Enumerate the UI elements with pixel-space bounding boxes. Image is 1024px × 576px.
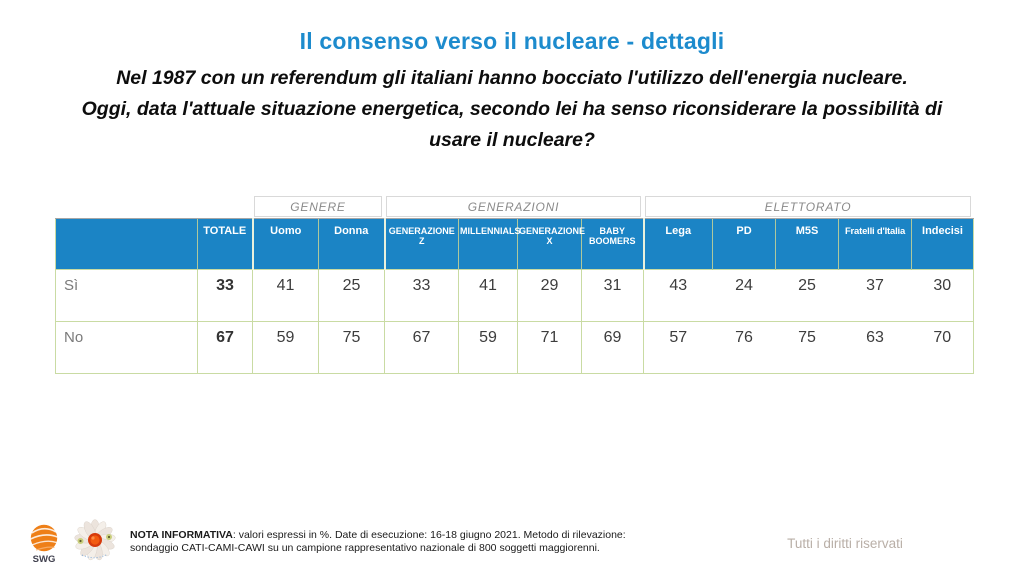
daisy-logo: [74, 519, 116, 561]
data-cell-s-donna: 25: [318, 269, 385, 322]
data-cell-s-generazione-x: 29: [517, 269, 582, 322]
data-cell-s-baby-boomers: 31: [581, 269, 644, 322]
data-cell-no-generazione-x: 71: [517, 321, 582, 374]
data-cell-no-m5s: 75: [775, 321, 839, 374]
column-header-uomo: Uomo: [251, 218, 319, 270]
column-header-pd: PD: [712, 218, 776, 270]
data-cell-no-indecisi: 70: [911, 321, 974, 374]
survey-question-line-2: Oggi, data l'attuale situazione energeti…: [81, 98, 943, 120]
data-cell-no-baby-boomers: 69: [581, 321, 644, 374]
survey-question-line-1: Nel 1987 con un referendum gli italiani …: [116, 67, 908, 89]
data-cell-s-generazione-z: 33: [384, 269, 459, 322]
data-cell-s-millennials: 41: [458, 269, 518, 322]
data-cell-s-uomo: 41: [252, 269, 319, 322]
results-table-container: GENERE GENERAZIONI ELETTORATO TOTALE Uomo Do…: [55, 196, 974, 374]
table-row-s: Sì 33 41 25 33 41 29 31 43 24 25 37 30: [55, 269, 974, 322]
row-label-s: Sì: [55, 269, 198, 322]
table-row-no: No 67 59 75 67 59 71 69 57 76 75 63 70: [55, 321, 974, 374]
data-cell-s-fratelli-d-italia: 37: [838, 269, 912, 322]
group-header-genere: GENERE: [254, 196, 382, 217]
data-cell-no-totale: 67: [197, 321, 253, 374]
data-cell-no-lega: 57: [643, 321, 713, 374]
data-cell-s-indecisi: 30: [911, 269, 974, 322]
data-cell-s-pd: 24: [712, 269, 776, 322]
data-cell-s-m5s: 25: [775, 269, 839, 322]
data-cell-s-totale: 33: [197, 269, 253, 322]
page-title: Il consenso verso il nucleare - dettagli: [299, 28, 725, 54]
column-header-millennials: MILLENNIALS: [458, 218, 521, 270]
column-header-totale: TOTALE: [197, 218, 253, 270]
group-header-generazioni: GENERAZIONI: [386, 196, 641, 217]
data-cell-no-generazione-z: 67: [384, 321, 459, 374]
swg-logo: SWG: [30, 524, 58, 565]
data-cell-no-pd: 76: [712, 321, 776, 374]
group-header-elettorato: ELETTORATO: [645, 196, 971, 217]
column-header-baby-boomers: BABY BOOMERS: [581, 218, 644, 270]
swg-logo-text: SWG: [33, 554, 56, 565]
note-text: : valori espressi in %. Date di esecuzio…: [130, 529, 626, 554]
survey-question: Nel 1987 con un referendum gli italiani …: [0, 63, 1024, 156]
data-cell-s-lega: 43: [643, 269, 713, 322]
column-header-generazione-x: GENERAZIONE X: [517, 218, 585, 270]
row-label-no: No: [55, 321, 198, 374]
data-cell-no-donna: 75: [318, 321, 385, 374]
rights-reserved-text: Tutti i diritti riservati: [787, 536, 903, 551]
group-row-spacer: [55, 196, 252, 218]
column-header-m5s: M5S: [775, 218, 839, 270]
table-header-row: TOTALE Uomo Donna GENERAZIONE Z MILLENNIALS G…: [55, 218, 974, 270]
corner-cell: [55, 218, 198, 270]
results-table: TOTALE Uomo Donna GENERAZIONE Z MILLENNIALS G…: [55, 218, 974, 374]
data-cell-no-millennials: 59: [458, 321, 518, 374]
data-cell-no-uomo: 59: [252, 321, 319, 374]
column-header-fratelli-d-italia: Fratelli d'Italia: [838, 218, 912, 270]
note-label: NOTA INFORMATIVA: [130, 529, 233, 541]
column-header-lega: Lega: [642, 218, 713, 270]
column-header-generazione-z: GENERAZIONE Z: [383, 218, 459, 270]
data-cell-no-fratelli-d-italia: 63: [838, 321, 912, 374]
column-group-row: GENERE GENERAZIONI ELETTORATO: [55, 196, 973, 218]
informative-note: NOTA INFORMATIVA: valori espressi in %. …: [130, 529, 667, 555]
column-header-indecisi: Indecisi: [911, 218, 974, 270]
survey-question-line-3: usare il nucleare?: [429, 129, 595, 151]
column-header-donna: Donna: [318, 218, 385, 270]
